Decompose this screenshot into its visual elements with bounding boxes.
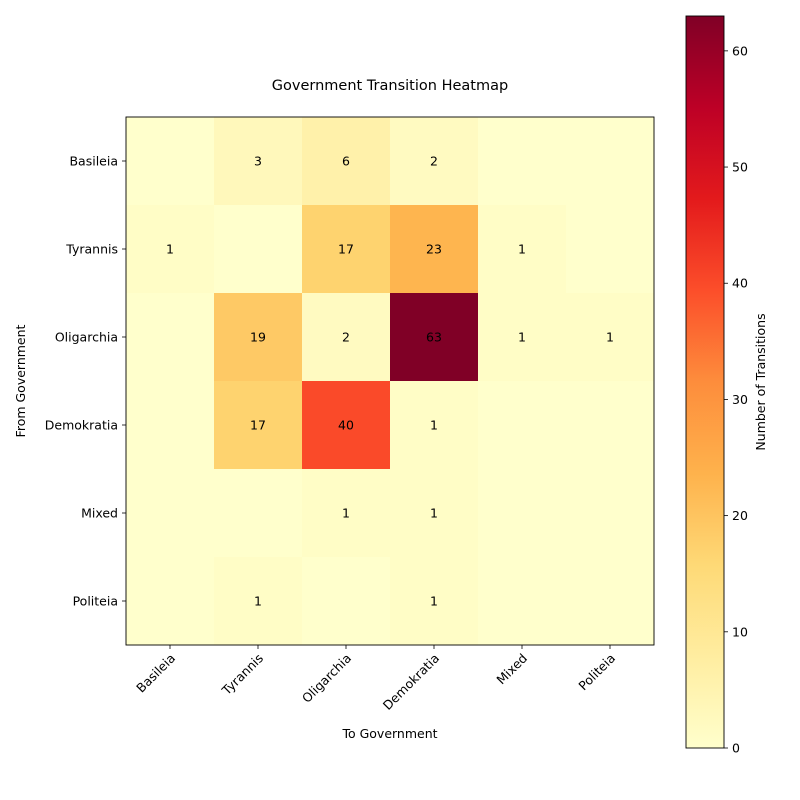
x-tick-label: Oligarchia — [299, 651, 354, 706]
cell-value-label: 23 — [426, 242, 442, 257]
colorbar-tick-label: 10 — [732, 624, 748, 639]
heatmap-cell — [126, 293, 215, 382]
cell-value-label: 1 — [430, 418, 438, 433]
heatmap-cell — [214, 205, 303, 294]
heatmap-cell — [566, 469, 655, 558]
heatmap-cell — [302, 381, 391, 470]
heatmap-cell — [126, 381, 215, 470]
colorbar-label: Number of Transitions — [753, 313, 768, 450]
colorbar-tick-label: 40 — [732, 276, 748, 291]
heatmap-cell — [566, 117, 655, 206]
colorbar-axis: 0 10 20 30 40 50 60 — [724, 43, 748, 756]
heatmap-cell — [214, 293, 303, 382]
x-tick-label: Tyrannis — [218, 651, 266, 699]
heatmap-cell — [478, 293, 567, 382]
heatmap-cells — [126, 117, 655, 646]
heatmap-cell — [302, 205, 391, 294]
cell-value-label: 17 — [250, 418, 266, 433]
heatmap-cell — [390, 205, 479, 294]
heatmap-cell — [390, 557, 479, 646]
heatmap-cell — [126, 557, 215, 646]
heatmap-cell — [478, 381, 567, 470]
colorbar-tick-label: 0 — [732, 741, 740, 756]
heatmap-cell — [478, 117, 567, 206]
cell-value-label: 1 — [518, 330, 526, 345]
cell-value-label: 40 — [338, 418, 354, 433]
x-tick-label: Demokratia — [380, 651, 442, 713]
heatmap-cell — [566, 381, 655, 470]
y-axis-label: From Government — [13, 324, 28, 437]
colorbar-tick-label: 60 — [732, 43, 748, 58]
heatmap-cell — [214, 469, 303, 558]
heatmap-cell — [390, 293, 479, 382]
cell-value-label: 1 — [342, 506, 350, 521]
heatmap-cell — [390, 469, 479, 558]
heatmap-cell — [478, 205, 567, 294]
plot-frame — [125, 116, 655, 646]
heatmap-cell — [302, 557, 391, 646]
cell-value-label: 2 — [430, 154, 438, 169]
heatmap-cell — [126, 205, 215, 294]
heatmap-cell — [478, 469, 567, 558]
colorbar-tick-label: 30 — [732, 392, 748, 407]
y-tick-label: Demokratia — [45, 418, 118, 433]
cell-value-label: 1 — [430, 594, 438, 609]
heatmap-cell — [566, 205, 655, 294]
heatmap-cell — [126, 469, 215, 558]
cell-value-label: 63 — [426, 330, 442, 345]
heatmap-cell — [478, 557, 567, 646]
heatmap-cell — [214, 557, 303, 646]
heatmap-cell — [126, 117, 215, 206]
y-tick-label: Mixed — [81, 506, 118, 521]
x-tick-label: Mixed — [493, 651, 530, 688]
cell-value-label: 1 — [430, 506, 438, 521]
chart-title: Government Transition Heatmap — [272, 78, 508, 94]
cell-value-label: 1 — [254, 594, 262, 609]
y-tick-label: Tyrannis — [65, 242, 118, 257]
x-axis-label: To Government — [341, 726, 437, 741]
y-tick-label: Oligarchia — [55, 330, 118, 345]
cell-value-label: 3 — [254, 154, 262, 169]
x-tick-label: Politeia — [575, 651, 618, 694]
heatmap-cell — [302, 293, 391, 382]
heatmap-cell — [214, 117, 303, 206]
cell-value-label: 1 — [518, 242, 526, 257]
y-axis: Basileia Tyrannis Oligarchia Demokratia Mixe… — [45, 154, 126, 609]
heatmap-cell — [566, 557, 655, 646]
cell-value-label: 6 — [342, 154, 350, 169]
x-axis: Basileia Tyrannis Oligarchia Demokratia Mixe… — [133, 645, 618, 713]
heatmap-cell — [302, 469, 391, 558]
heatmap-cell-labels: 3 6 2 1 17 23 1 19 2 63 1 1 17 40 1 1 1 1 1 — [166, 154, 614, 609]
colorbar-tick-label: 50 — [732, 160, 748, 175]
colorbar — [685, 15, 725, 749]
heatmap-cell — [302, 117, 391, 206]
colorbar-tick-label: 20 — [732, 508, 748, 523]
cell-value-label: 2 — [342, 330, 350, 345]
y-tick-label: Basileia — [69, 154, 118, 169]
y-tick-label: Politeia — [73, 594, 118, 609]
heatmap-cell — [566, 293, 655, 382]
heatmap-cell — [390, 117, 479, 206]
cell-value-label: 19 — [250, 330, 266, 345]
heatmap-cell — [214, 381, 303, 470]
cell-value-label: 17 — [338, 242, 354, 257]
x-tick-label: Basileia — [133, 651, 178, 696]
cell-value-label: 1 — [606, 330, 614, 345]
heatmap-cell — [390, 381, 479, 470]
cell-value-label: 1 — [166, 242, 174, 257]
